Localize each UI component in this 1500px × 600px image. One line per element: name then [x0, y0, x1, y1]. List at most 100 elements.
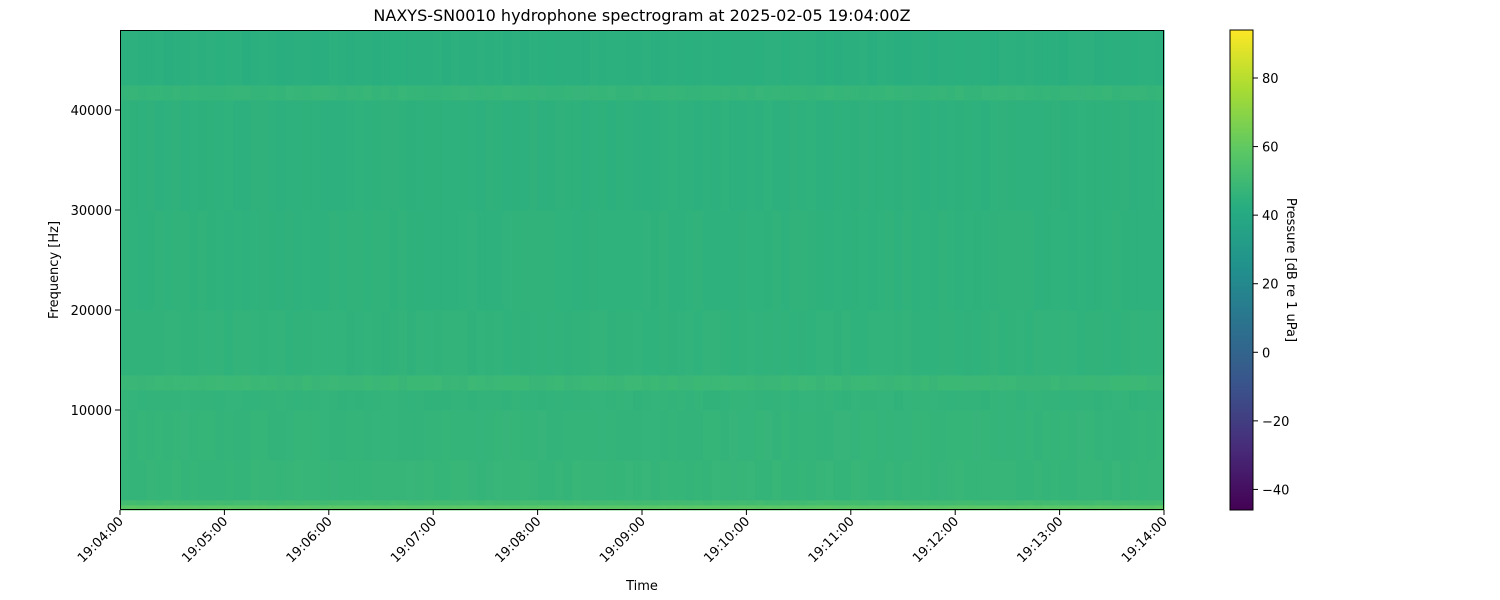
heatmap-cell: [267, 100, 278, 211]
heatmap-cell: [668, 410, 678, 461]
heatmap-cell: [876, 30, 887, 86]
heatmap-cell: [624, 310, 634, 376]
heatmap-cell: [946, 505, 956, 511]
heatmap-cell: [963, 390, 974, 411]
heatmap-cell: [702, 210, 713, 311]
heatmap-cell: [250, 410, 260, 461]
heatmap-cell: [1094, 410, 1104, 461]
heatmap-cell: [772, 460, 782, 501]
heatmap-cell: [642, 505, 652, 511]
heatmap-cell: [1007, 390, 1017, 411]
heatmap-cell: [668, 460, 678, 501]
heatmap-cell: [276, 390, 286, 411]
heatmap-cell: [189, 410, 199, 461]
heatmap-cell: [1129, 410, 1139, 461]
heatmap-cell: [189, 505, 199, 511]
heatmap-cell: [807, 375, 817, 391]
heatmap-cell: [859, 390, 869, 411]
heatmap-cell: [381, 85, 391, 101]
heatmap-cell: [285, 210, 295, 311]
heatmap-cell: [859, 210, 869, 311]
heatmap-cell: [885, 375, 895, 391]
heatmap-cell: [746, 410, 756, 461]
heatmap-cell: [694, 30, 704, 86]
heatmap-cell: [937, 410, 948, 461]
heatmap-cell: [381, 460, 391, 501]
heatmap-cell: [485, 210, 495, 311]
heatmap-cell: [859, 100, 869, 211]
heatmap-cell: [294, 390, 304, 411]
heatmap-cell: [172, 390, 182, 411]
heatmap-cell: [1094, 375, 1104, 391]
heatmap-cell: [937, 30, 948, 86]
heatmap-cell: [563, 310, 573, 376]
heatmap-cell: [120, 390, 130, 411]
heatmap-cell: [711, 210, 721, 311]
heatmap-cell: [1137, 100, 1148, 211]
heatmap-cell: [1137, 390, 1148, 411]
heatmap-cell: [502, 375, 513, 391]
heatmap-cell: [1120, 85, 1130, 101]
heatmap-cell: [224, 100, 234, 211]
heatmap-cell: [781, 410, 791, 461]
heatmap-cell: [555, 500, 565, 506]
heatmap-cell: [850, 505, 861, 511]
heatmap-cell: [972, 505, 982, 511]
heatmap-cell: [180, 410, 191, 461]
heatmap-cell: [354, 210, 365, 311]
heatmap-cell: [441, 390, 452, 411]
heatmap-cell: [476, 500, 486, 506]
heatmap-cell: [363, 210, 373, 311]
heatmap-cell: [1103, 85, 1113, 101]
heatmap-cell: [311, 375, 321, 391]
heatmap-cell: [1033, 375, 1043, 391]
heatmap-cell: [215, 210, 225, 311]
heatmap-cell: [146, 500, 156, 506]
heatmap-cell: [1077, 505, 1087, 511]
heatmap-cell: [1007, 410, 1017, 461]
heatmap-cell: [267, 85, 278, 101]
heatmap-cell: [807, 390, 817, 411]
heatmap-cell: [381, 310, 391, 376]
heatmap-cell: [816, 310, 826, 376]
heatmap-cell: [816, 410, 826, 461]
heatmap-cell: [676, 375, 687, 391]
heatmap-cell: [789, 375, 800, 391]
heatmap-cell: [929, 210, 939, 311]
heatmap-cell: [224, 500, 234, 506]
heatmap-cell: [842, 30, 852, 86]
heatmap-cell: [389, 390, 399, 411]
heatmap-cell: [929, 505, 939, 511]
heatmap-cell: [215, 410, 225, 461]
heatmap-cell: [659, 30, 669, 86]
heatmap-cell: [755, 505, 765, 511]
heatmap-cell: [990, 410, 1000, 461]
heatmap-cell: [868, 375, 878, 391]
heatmap-cell: [459, 30, 469, 86]
heatmap-cell: [494, 410, 504, 461]
heatmap-cell: [389, 505, 399, 511]
x-tick-label: 19:08:00: [493, 514, 545, 566]
heatmap-cell: [276, 210, 286, 311]
heatmap-cell: [772, 505, 782, 511]
heatmap-cell: [615, 85, 626, 101]
heatmap-cell: [607, 500, 617, 506]
heatmap-cell: [642, 100, 652, 211]
heatmap-cell: [328, 505, 339, 511]
heatmap-cell: [659, 410, 669, 461]
heatmap-cell: [1129, 85, 1139, 101]
heatmap-cell: [546, 390, 556, 411]
heatmap-cell: [398, 410, 408, 461]
heatmap-cell: [581, 100, 591, 211]
heatmap-cell: [903, 500, 913, 506]
heatmap-cell: [668, 390, 678, 411]
heatmap-cell: [424, 390, 434, 411]
heatmap-cell: [781, 375, 791, 391]
heatmap-cell: [189, 500, 199, 506]
heatmap-cell: [676, 210, 687, 311]
heatmap-cell: [781, 100, 791, 211]
heatmap-cell: [903, 210, 913, 311]
heatmap-cell: [459, 85, 469, 101]
x-tick-label: 19:11:00: [806, 514, 858, 566]
